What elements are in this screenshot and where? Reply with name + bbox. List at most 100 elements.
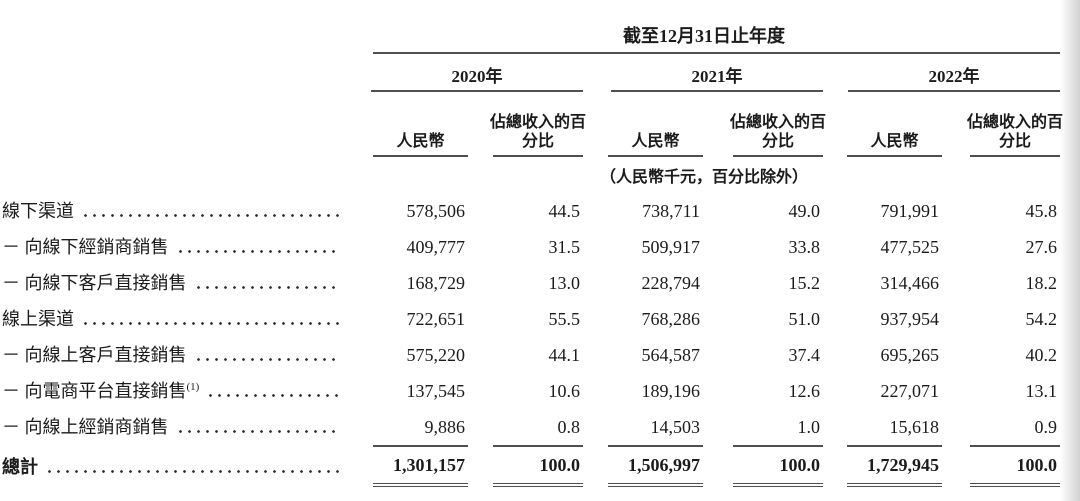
rmb-header-rule: 人民幣: [608, 92, 703, 157]
year-group-rule: 2022年: [848, 67, 1060, 92]
row-label-cell: － 向線下客戶直接銷售: [0, 265, 348, 301]
pct-label-line2: 分比: [521, 133, 554, 150]
value-cell: 15,618: [889, 417, 940, 437]
table-row: 總計 1,301,157 100.0 1,506,997 100.0 1,729,945…: [0, 445, 1080, 493]
row-label: － 向線上經銷商銷售: [2, 417, 169, 437]
value-cell: 578,506: [406, 201, 466, 221]
year-header-row: 2020年 2021年 2022年: [0, 52, 1080, 92]
value-cell: 13.1: [1025, 381, 1058, 401]
row-label-cell: 總計: [0, 445, 348, 493]
value-cell: 564,587: [641, 345, 701, 365]
value-cell: 45.8: [1025, 201, 1058, 221]
pct-column-header: 佔總收入的百 分比: [468, 92, 587, 157]
value-cell: 738,711: [642, 201, 700, 221]
unit-note: （人民幣千元，百分比除外）: [599, 169, 808, 186]
value-cell: 575,220: [406, 345, 466, 365]
table-title-row: 截至12月31日止年度: [0, 0, 1080, 52]
value-cell: 791,991: [880, 201, 940, 221]
row-label: 總計: [2, 457, 38, 477]
table-body: 線下渠道 578,506 44.5 738,711 49.0 791,991 45.8 －…: [0, 193, 1080, 493]
row-label-cell: － 向線上經銷商銷售: [0, 409, 348, 445]
dot-leader: [45, 470, 339, 473]
table-title: 截至12月31日止年度: [623, 26, 785, 46]
rmb-column-header: 人民幣: [348, 92, 468, 157]
year-group-header: 2021年: [583, 52, 823, 92]
value-cell: 44.5: [548, 201, 581, 221]
rmb-label: 人民幣: [396, 133, 445, 150]
year-group-header: 2022年: [823, 52, 1060, 92]
value-cell: 37.4: [788, 345, 821, 365]
row-label: － 向線下經銷商銷售: [2, 237, 169, 257]
pct-header-rule: 佔總收入的百 分比: [967, 92, 1064, 157]
row-label: 線上渠道: [2, 309, 74, 329]
table-row: － 向電商平台直接銷售 (1) 137,545 10.6 189,196 12.6 227…: [0, 373, 1080, 409]
label-column-spacer: [0, 92, 348, 157]
value-cell: 137,545: [406, 381, 466, 401]
value-cell: 477,525: [880, 237, 940, 257]
total-value-cell: 1,301,157: [348, 445, 468, 493]
value-cell: 51.0: [788, 309, 821, 329]
pct-label-line1: 佔總收入的百: [967, 114, 1064, 131]
pct-label-line1: 佔總收入的百: [730, 114, 827, 131]
value-cell: 937,954: [880, 309, 940, 329]
pct-label-line2: 分比: [761, 133, 794, 150]
header-top-rule-wrap: [348, 52, 1060, 54]
value-cell: 168,729: [406, 273, 466, 293]
pct-label-line1: 佔總收入的百: [490, 114, 587, 131]
label-column-spacer: [0, 52, 348, 92]
total-value: 1,301,157: [373, 445, 468, 487]
table-row: 線下渠道 578,506 44.5 738,711 49.0 791,991 45.8: [0, 193, 1080, 229]
value-cell: 768,286: [641, 309, 701, 329]
row-label-cell: － 向電商平台直接銷售 (1): [0, 373, 348, 409]
table-row: 線上渠道 722,651 55.5 768,286 51.0 937,954 54.2: [0, 301, 1080, 337]
total-value: 100.0: [493, 445, 583, 487]
total-value-cell: 100.0: [942, 445, 1060, 493]
value-cell: 228,794: [641, 273, 701, 293]
pct-header-rule: 佔總收入的百 分比: [730, 92, 827, 157]
dot-leader: [175, 250, 339, 253]
label-column-spacer: [0, 157, 348, 193]
total-value: 100.0: [970, 445, 1060, 487]
value-cell: 0.8: [557, 417, 581, 437]
value-cell: 55.5: [548, 309, 581, 329]
dot-leader: [206, 394, 339, 397]
value-cell: 40.2: [1025, 345, 1058, 365]
total-value-cell: 1,506,997: [583, 445, 703, 493]
row-label: － 向線上客戶直接銷售: [2, 345, 187, 365]
table-row: － 向線下經銷商銷售 409,777 31.5 509,917 33.8 477,525…: [0, 229, 1080, 265]
dot-leader: [81, 322, 339, 325]
row-label-cell: 線下渠道: [0, 193, 348, 229]
row-label: － 向線下客戶直接銷售: [2, 273, 187, 293]
value-cell: 314,466: [880, 273, 940, 293]
value-cell: 27.6: [1025, 237, 1058, 257]
year-label: 2021年: [691, 67, 743, 86]
value-cell: 54.2: [1025, 309, 1058, 329]
total-value: 1,729,945: [847, 445, 942, 487]
value-cell: 12.6: [788, 381, 821, 401]
row-label-cell: 線上渠道: [0, 301, 348, 337]
pct-column-header: 佔總收入的百 分比: [942, 92, 1064, 157]
dot-leader: [175, 430, 339, 433]
column-header-row: 人民幣 佔總收入的百 分比 人民幣 佔總收入的百 分比 人民幣 佔總收入的百 分…: [0, 92, 1080, 157]
year-group-header: 2020年: [348, 52, 583, 92]
table-row: － 向線下客戶直接銷售 168,729 13.0 228,794 15.2 314,46…: [0, 265, 1080, 301]
value-cell: 18.2: [1025, 273, 1058, 293]
total-value-cell: 1,729,945: [823, 445, 942, 493]
value-cell: 1.0: [797, 417, 821, 437]
year-group-rule: 2020年: [371, 67, 583, 92]
rmb-header-rule: 人民幣: [373, 92, 468, 157]
row-label: － 向電商平台直接銷售: [2, 381, 187, 401]
value-cell: 722,651: [406, 309, 466, 329]
value-cell: 13.0: [548, 273, 581, 293]
pct-column-header: 佔總收入的百 分比: [703, 92, 827, 157]
dot-leader: [193, 286, 339, 289]
year-label: 2022年: [928, 67, 980, 86]
year-label: 2020年: [451, 67, 503, 86]
value-cell: 695,265: [880, 345, 940, 365]
dot-leader: [81, 214, 339, 217]
value-cell: 9,886: [424, 417, 466, 437]
value-cell: 189,196: [641, 381, 701, 401]
rmb-column-header: 人民幣: [583, 92, 703, 157]
dot-leader: [193, 358, 339, 361]
